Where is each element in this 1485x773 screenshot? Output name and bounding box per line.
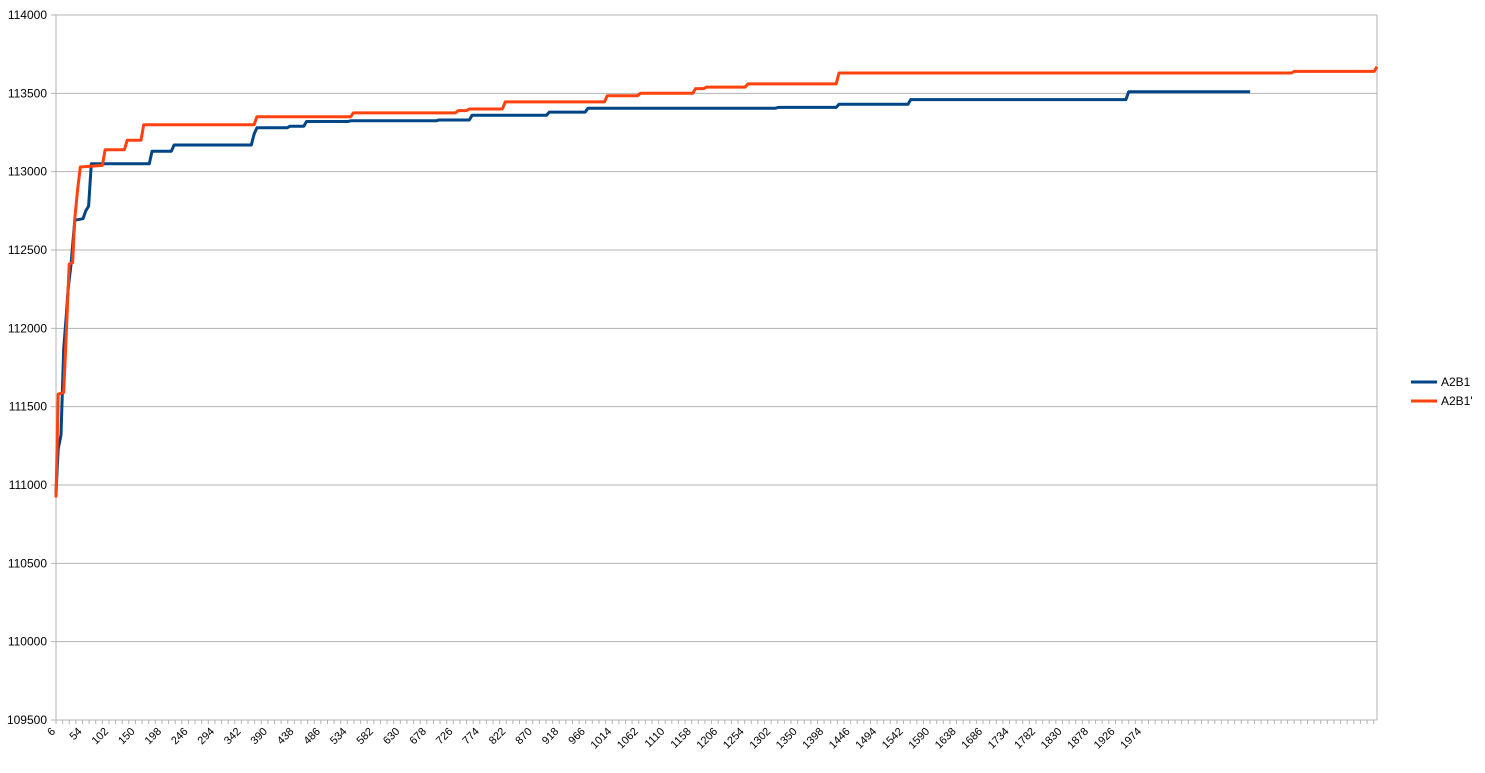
x-tick-label: 390 bbox=[249, 726, 270, 747]
y-tick-label: 109500 bbox=[7, 713, 47, 727]
legend: A2B1 A2B1' bbox=[1411, 375, 1473, 408]
x-tick-label: 1734 bbox=[986, 726, 1012, 752]
x-tick-label: 342 bbox=[222, 726, 243, 747]
x-tick-label: 6 bbox=[45, 726, 58, 739]
x-tick-label: 1398 bbox=[800, 726, 826, 752]
x-tick-label: 582 bbox=[354, 726, 375, 747]
x-tick-label: 1590 bbox=[906, 726, 932, 752]
x-tick-label: 1062 bbox=[615, 726, 641, 752]
x-tick-label: 1158 bbox=[669, 726, 694, 751]
x-tick-label: 54 bbox=[67, 726, 84, 743]
x-tick-label: 1830 bbox=[1039, 726, 1065, 752]
x-tick-label: 438 bbox=[275, 726, 296, 747]
series-line-A2B1' bbox=[54, 65, 1379, 498]
x-tick-label: 1878 bbox=[1065, 726, 1091, 752]
legend-label: A2B1 bbox=[1441, 375, 1471, 389]
legend-label: A2B1' bbox=[1441, 394, 1473, 408]
x-tick-label: 726 bbox=[434, 726, 455, 747]
axes bbox=[55, 15, 1378, 721]
x-tick-label: 294 bbox=[196, 726, 217, 747]
x-tick-label: 1686 bbox=[959, 726, 985, 752]
x-tick-label: 822 bbox=[487, 726, 508, 747]
x-tick-label: 102 bbox=[90, 726, 111, 747]
y-tick-label: 111500 bbox=[9, 400, 48, 414]
y-tick-label: 110500 bbox=[8, 556, 47, 570]
x-tick-label: 486 bbox=[302, 726, 323, 747]
x-tick-label: 1542 bbox=[880, 726, 906, 752]
x-tick-label: 870 bbox=[513, 726, 534, 747]
x-tick-label: 1254 bbox=[721, 726, 747, 752]
x-tick-label: 1926 bbox=[1092, 726, 1118, 752]
y-tick-label: 114000 bbox=[8, 8, 47, 22]
x-tick-label: 678 bbox=[407, 726, 428, 747]
x-tick-label: 966 bbox=[566, 726, 587, 747]
y-tick-label: 112500 bbox=[8, 243, 47, 257]
x-tick-label: 1638 bbox=[933, 726, 959, 752]
y-tick-label: 113000 bbox=[8, 165, 47, 179]
x-tick-label: 534 bbox=[328, 726, 349, 747]
x-tick-label: 1302 bbox=[747, 726, 773, 752]
x-axis-ticks: 6 54 102 150 198 246 294 342 390 438 486 534 582 630 6… bbox=[45, 720, 1375, 752]
x-tick-label: 150 bbox=[116, 726, 137, 747]
series-line-A2B1 bbox=[54, 90, 1251, 493]
series-lines bbox=[54, 65, 1379, 498]
x-tick-label: 1350 bbox=[774, 726, 800, 752]
y-axis-ticks: 109500 110000 110500 111000 111500 112000 1125… bbox=[7, 8, 56, 727]
x-tick-label: 1446 bbox=[827, 726, 853, 752]
x-tick-label: 198 bbox=[143, 726, 164, 747]
x-tick-label: 1014 bbox=[589, 726, 615, 752]
x-tick-label: 1974 bbox=[1118, 726, 1144, 752]
x-tick-label: 630 bbox=[381, 726, 402, 747]
x-tick-label: 918 bbox=[540, 726, 561, 747]
x-tick-label: 1206 bbox=[694, 726, 720, 752]
x-tick-label: 246 bbox=[169, 726, 190, 747]
y-tick-label: 113500 bbox=[8, 86, 47, 100]
x-tick-label: 1494 bbox=[853, 726, 879, 752]
y-tick-label: 110000 bbox=[8, 635, 47, 649]
gridlines bbox=[56, 14, 1377, 721]
y-tick-label: 112000 bbox=[8, 321, 47, 335]
y-tick-label: 111000 bbox=[9, 478, 48, 492]
x-tick-label: 1110 bbox=[643, 726, 668, 751]
x-tick-label: 774 bbox=[460, 726, 481, 747]
x-tick-label: 1782 bbox=[1012, 726, 1038, 752]
